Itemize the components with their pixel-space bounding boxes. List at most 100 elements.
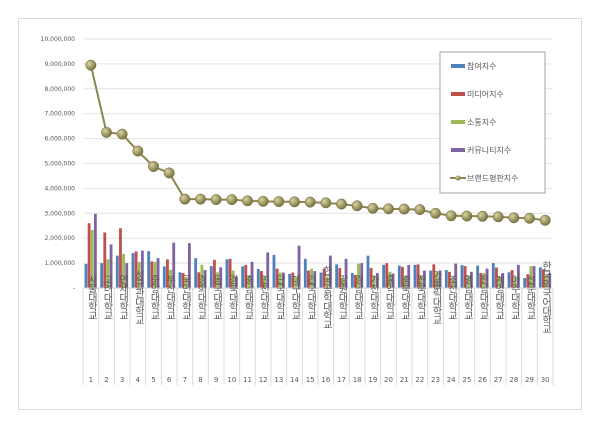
legend-label: 미디어지수 (467, 89, 504, 99)
x-category-label: 홍익대학교 (383, 273, 395, 319)
bar-3 (263, 276, 266, 288)
x-rank-label: 15 (306, 376, 315, 384)
bar-2 (510, 270, 514, 288)
bar-2 (134, 251, 138, 288)
bar-4 (391, 273, 395, 288)
brand-index-point (477, 210, 488, 222)
brand-index-point (85, 59, 97, 71)
bar-1 (382, 264, 386, 288)
bar-3 (90, 229, 94, 288)
brand-index-point (242, 195, 253, 207)
x-rank-label: 12 (259, 376, 268, 384)
x-rank-label: 19 (368, 376, 377, 384)
bar-2 (244, 264, 248, 288)
bar-4 (469, 271, 473, 288)
bar-1 (366, 255, 370, 288)
x-category-label: 단국대학교 (273, 274, 285, 319)
brand-index-point (289, 196, 300, 208)
brand-index-point (226, 194, 238, 206)
bar-3 (404, 276, 407, 288)
x-rank-label: 9 (214, 376, 218, 384)
bar-2 (213, 259, 216, 288)
x-rank-label: 8 (198, 376, 202, 384)
x-category-label: 대구대학교 (289, 274, 301, 319)
bar-3 (184, 276, 188, 288)
bar-4 (407, 265, 411, 288)
bar-3 (231, 270, 235, 288)
bar-4 (313, 271, 317, 288)
bar-3 (357, 263, 360, 288)
legend-label: 참여지수 (467, 61, 496, 71)
brand-index-point (524, 212, 535, 224)
x-category-label: 국민대학교 (179, 274, 191, 319)
x-rank-label: 2 (104, 376, 108, 384)
x-category-label: 중앙대학교 (148, 274, 160, 319)
x-rank-label: 20 (384, 376, 393, 384)
bar-4 (532, 266, 536, 288)
bar-3 (466, 275, 470, 288)
bar-3 (216, 272, 219, 288)
x-category-label: 조선대학교 (446, 275, 458, 320)
bar-4 (516, 264, 520, 288)
brand-index-point (116, 128, 128, 140)
bar-1 (350, 273, 354, 288)
brand-index-point (430, 207, 441, 219)
y-tick-label: 1,000,000 (44, 260, 75, 267)
legend-swatch (451, 92, 465, 96)
bar-2 (416, 264, 420, 288)
bar-1 (538, 267, 542, 288)
x-rank-label: 16 (321, 376, 330, 384)
bar-4 (422, 270, 426, 288)
bar-2 (181, 273, 185, 288)
bar-1 (147, 251, 151, 288)
y-tick-label: 10,000,000 (41, 36, 76, 43)
bar-1 (272, 254, 276, 288)
bar-2 (542, 269, 545, 288)
x-rank-label: 1 (89, 376, 93, 384)
brand-index-point (414, 204, 426, 216)
brand-index-point (257, 195, 269, 207)
x-rank-label: 28 (509, 376, 518, 384)
x-rank-label: 24 (447, 376, 456, 384)
legend-label: 소통지수 (467, 118, 496, 127)
bar-2 (495, 267, 498, 288)
brand-index-point (132, 145, 144, 157)
bar-1 (476, 265, 480, 288)
bar-2 (432, 264, 436, 288)
bar-1 (429, 270, 433, 288)
bar-2 (526, 274, 530, 288)
bar-2 (385, 263, 389, 288)
bar-4 (344, 258, 348, 288)
bar-1 (241, 266, 245, 288)
bar-4 (297, 245, 301, 288)
x-category-label: 경남대학교 (352, 273, 364, 319)
y-tick-label: 3,000,000 (44, 210, 75, 217)
brand-index-point (101, 126, 112, 138)
bar-1 (303, 258, 307, 288)
y-tick-label: 6,000,000 (44, 136, 75, 143)
bar-3 (137, 261, 141, 288)
y-tick-label: 7,000,000 (44, 111, 75, 118)
bar-3 (545, 275, 548, 288)
bar-3 (169, 269, 172, 288)
bar-1 (84, 263, 88, 288)
legend-label: 브랜드평판지수 (467, 173, 519, 183)
bar-1 (225, 259, 229, 288)
bar-2 (291, 272, 295, 288)
x-category-label: 고려대학교 (101, 275, 113, 320)
bar-2 (463, 266, 467, 288)
bar-3 (294, 276, 298, 288)
bar-4 (485, 268, 489, 288)
legend-label: 커뮤니티지수 (467, 145, 511, 155)
bar-4 (375, 273, 379, 288)
brand-index-point (273, 196, 285, 208)
bar-1 (209, 266, 213, 288)
bar-2 (228, 258, 232, 288)
x-category-label: 계명대학교 (493, 274, 505, 319)
bar-4 (140, 250, 144, 288)
bar-3 (106, 259, 110, 288)
bar-2 (119, 228, 122, 288)
bar-4 (125, 263, 129, 288)
bar-4 (360, 263, 364, 288)
